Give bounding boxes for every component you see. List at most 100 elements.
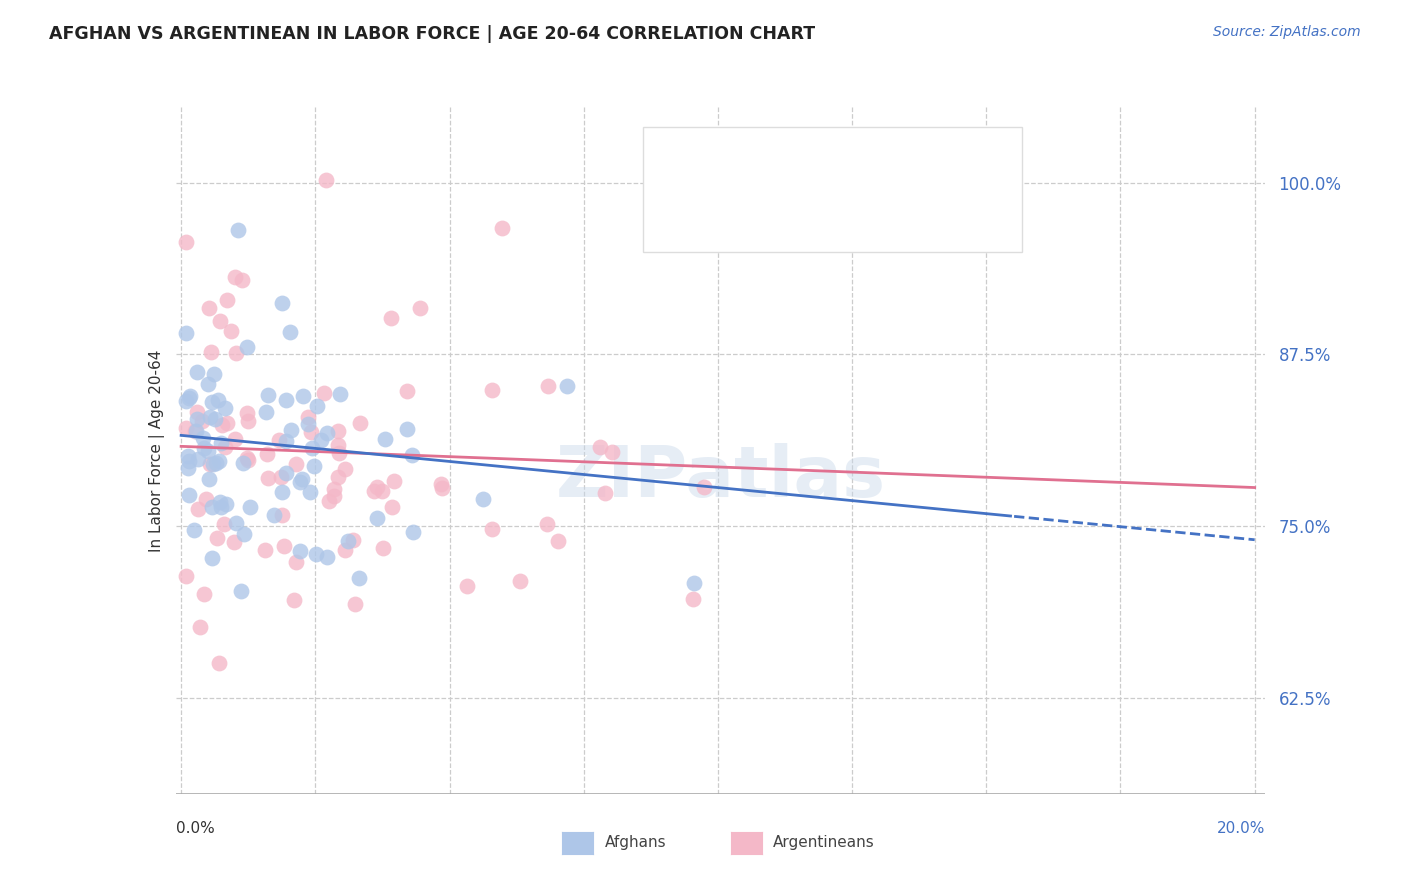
Point [276, 466, 298, 480]
Point [472, 491, 495, 506]
Point [254, 404, 277, 418]
Point [236, 406, 259, 420]
Point [215, 293, 238, 307]
Point [315, 173, 337, 187]
Point [187, 452, 209, 467]
Point [263, 508, 285, 522]
Point [409, 301, 432, 315]
Point [208, 494, 231, 508]
Point [302, 459, 325, 474]
Point [215, 417, 238, 431]
Point [366, 480, 388, 494]
Point [536, 516, 558, 531]
Point [328, 446, 350, 460]
Point [236, 340, 259, 354]
Point [176, 235, 198, 249]
Point [231, 273, 253, 287]
Point [342, 533, 364, 547]
Point [253, 543, 276, 558]
Point [301, 442, 323, 456]
Point [323, 482, 346, 496]
Point [184, 424, 207, 438]
Point [285, 555, 308, 569]
Point [224, 269, 246, 284]
Point [298, 485, 321, 500]
Point [208, 453, 231, 467]
Point [402, 524, 425, 539]
Point [205, 456, 228, 470]
Point [280, 423, 302, 437]
Point [343, 597, 366, 611]
Point [209, 500, 232, 514]
Point [333, 542, 356, 557]
Point [225, 345, 247, 359]
Point [200, 345, 222, 359]
Point [374, 432, 396, 446]
Point [239, 500, 262, 514]
Point [288, 544, 311, 558]
Point [236, 414, 259, 428]
Point [371, 483, 394, 498]
Point [257, 388, 280, 402]
Point [292, 389, 315, 403]
Point [195, 491, 218, 506]
Point [273, 539, 295, 553]
Text: R =  -0.086    N = 81: R = -0.086 N = 81 [709, 215, 922, 235]
Point [430, 477, 453, 491]
Point [401, 449, 423, 463]
Point [509, 574, 531, 589]
Point [183, 523, 205, 537]
Point [200, 395, 222, 409]
Point [347, 571, 370, 585]
Point [267, 433, 290, 447]
Point [456, 579, 478, 593]
Point [315, 426, 337, 441]
Point [198, 457, 221, 471]
Text: 0.0%: 0.0% [176, 821, 215, 836]
Text: 20.0%: 20.0% [1218, 821, 1265, 836]
Point [214, 401, 236, 415]
Point [380, 311, 402, 326]
Point [311, 433, 333, 447]
Point [193, 441, 215, 455]
Point [176, 326, 198, 340]
Point [326, 438, 349, 452]
Point [430, 481, 453, 495]
Point [225, 516, 247, 530]
Point [395, 422, 418, 436]
Point [349, 416, 371, 430]
Text: R =  -0.197    N = 74: R = -0.197 N = 74 [709, 153, 922, 172]
Point [201, 500, 224, 515]
Point [683, 575, 706, 590]
Point [198, 409, 221, 424]
Point [274, 434, 297, 448]
Point [256, 447, 278, 461]
Point [363, 483, 385, 498]
Point [278, 325, 301, 339]
Point [328, 424, 350, 438]
Point [177, 488, 200, 502]
Point [177, 391, 200, 405]
Point [271, 485, 294, 500]
Point [335, 462, 357, 476]
Point [236, 450, 259, 465]
Point [337, 534, 360, 549]
Point [179, 389, 201, 403]
Point [201, 550, 224, 565]
Point [315, 550, 337, 565]
Point [191, 414, 214, 428]
Point [283, 593, 305, 607]
Point [202, 368, 225, 382]
Point [208, 314, 231, 328]
Point [208, 656, 231, 670]
Point [215, 497, 238, 511]
Point [329, 387, 352, 401]
Point [312, 386, 335, 401]
Point [233, 526, 256, 541]
Point [555, 378, 578, 392]
Point [588, 440, 610, 454]
Point [304, 547, 326, 561]
Point [236, 453, 259, 467]
Point [270, 469, 292, 483]
Point [191, 431, 214, 445]
